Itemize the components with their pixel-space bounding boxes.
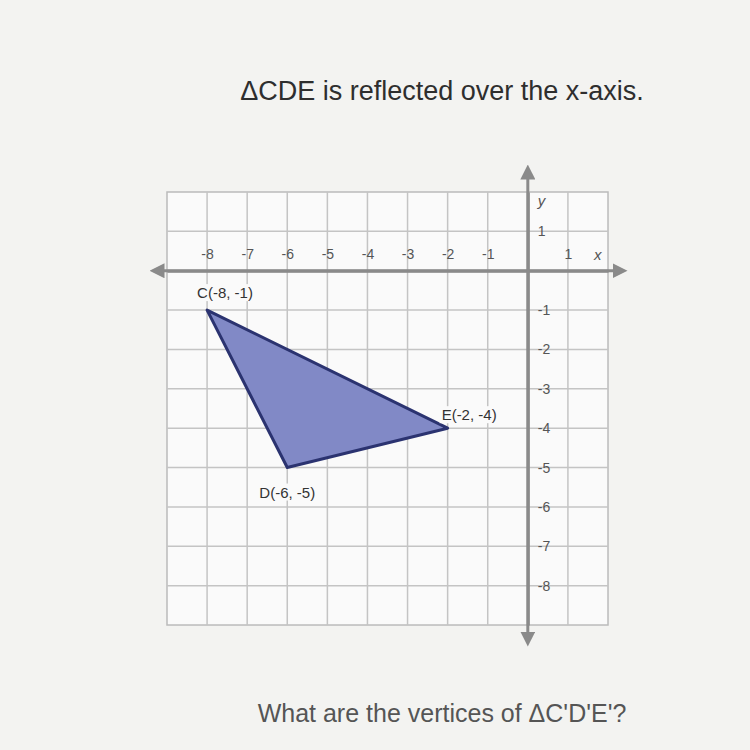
y-tick-label: -3 <box>538 381 551 397</box>
y-tick: -6 <box>528 499 551 515</box>
plot-frame <box>167 192 608 625</box>
x-tick-label: -4 <box>362 246 375 262</box>
x-tick-label: -5 <box>322 246 335 262</box>
x-tick-label: -8 <box>201 246 214 262</box>
vertex-label: D(-6, -5) <box>259 484 315 501</box>
plot-area <box>207 310 448 467</box>
x-tick-label: -6 <box>282 246 295 262</box>
y-tick-label: -8 <box>538 578 551 594</box>
x-tick: -7 <box>241 246 254 271</box>
x-tick: -6 <box>282 246 295 271</box>
x-tick: -2 <box>442 246 455 271</box>
y-tick: -7 <box>528 538 551 554</box>
y-tick-label: -6 <box>538 499 551 515</box>
y-tick-label: -4 <box>538 420 551 436</box>
y-tick-label: -5 <box>538 460 551 476</box>
x-tick-label: -7 <box>241 246 254 262</box>
x-axis: -8 -7 -6 -5 -4 -3 -2 -1 1 <box>168 246 609 271</box>
x-tick: -3 <box>402 246 415 271</box>
label-background <box>440 406 499 423</box>
x-tick-label: 1 <box>565 246 573 262</box>
x-tick: -1 <box>482 246 495 271</box>
vertex-label: C(-8, -1) <box>197 284 253 301</box>
label-background <box>257 484 317 501</box>
y-tick: -3 <box>528 381 551 397</box>
x-axis-arrow <box>157 269 620 272</box>
x-tick: 1 <box>565 246 573 271</box>
y-axis: 1 -1 -2 -3 -4 -5 -6 -7 -8 <box>528 193 551 626</box>
y-tick-label: -2 <box>538 341 551 357</box>
vertex-label: E(-2, -4) <box>442 406 497 423</box>
y-tick: -2 <box>528 341 551 357</box>
x-tick: -4 <box>362 246 375 271</box>
x-tick-label: -1 <box>482 246 495 262</box>
triangle <box>207 310 448 467</box>
x-tick-label: -3 <box>402 246 415 262</box>
title: ΔCDE is reflected over the x-axis. <box>240 76 644 106</box>
caption: What are the vertices of ΔC'D'E'? <box>258 699 627 727</box>
y-tick-label: -1 <box>538 302 551 318</box>
y-tick: -1 <box>528 302 551 318</box>
y-tick-label: -7 <box>538 538 551 554</box>
vertex-labels: C(-8, -1) D(-6, -5) E(-2, -4) <box>195 284 499 500</box>
y-axis-label: y <box>537 192 547 209</box>
y-tick-label: 1 <box>538 223 546 239</box>
figure: ΔCDE is reflected over the x-axis. What a… <box>0 0 750 750</box>
y-tick: -5 <box>528 460 551 476</box>
y-tick: -8 <box>528 578 551 594</box>
x-axis-label: x <box>593 246 602 263</box>
x-tick: -5 <box>322 246 335 271</box>
y-tick: -4 <box>528 420 551 436</box>
label-background <box>195 284 255 301</box>
x-tick-label: -2 <box>442 246 455 262</box>
grid <box>167 192 608 625</box>
x-tick: -8 <box>201 246 214 271</box>
y-axis-arrow <box>526 172 529 639</box>
y-tick: 1 <box>528 223 546 239</box>
